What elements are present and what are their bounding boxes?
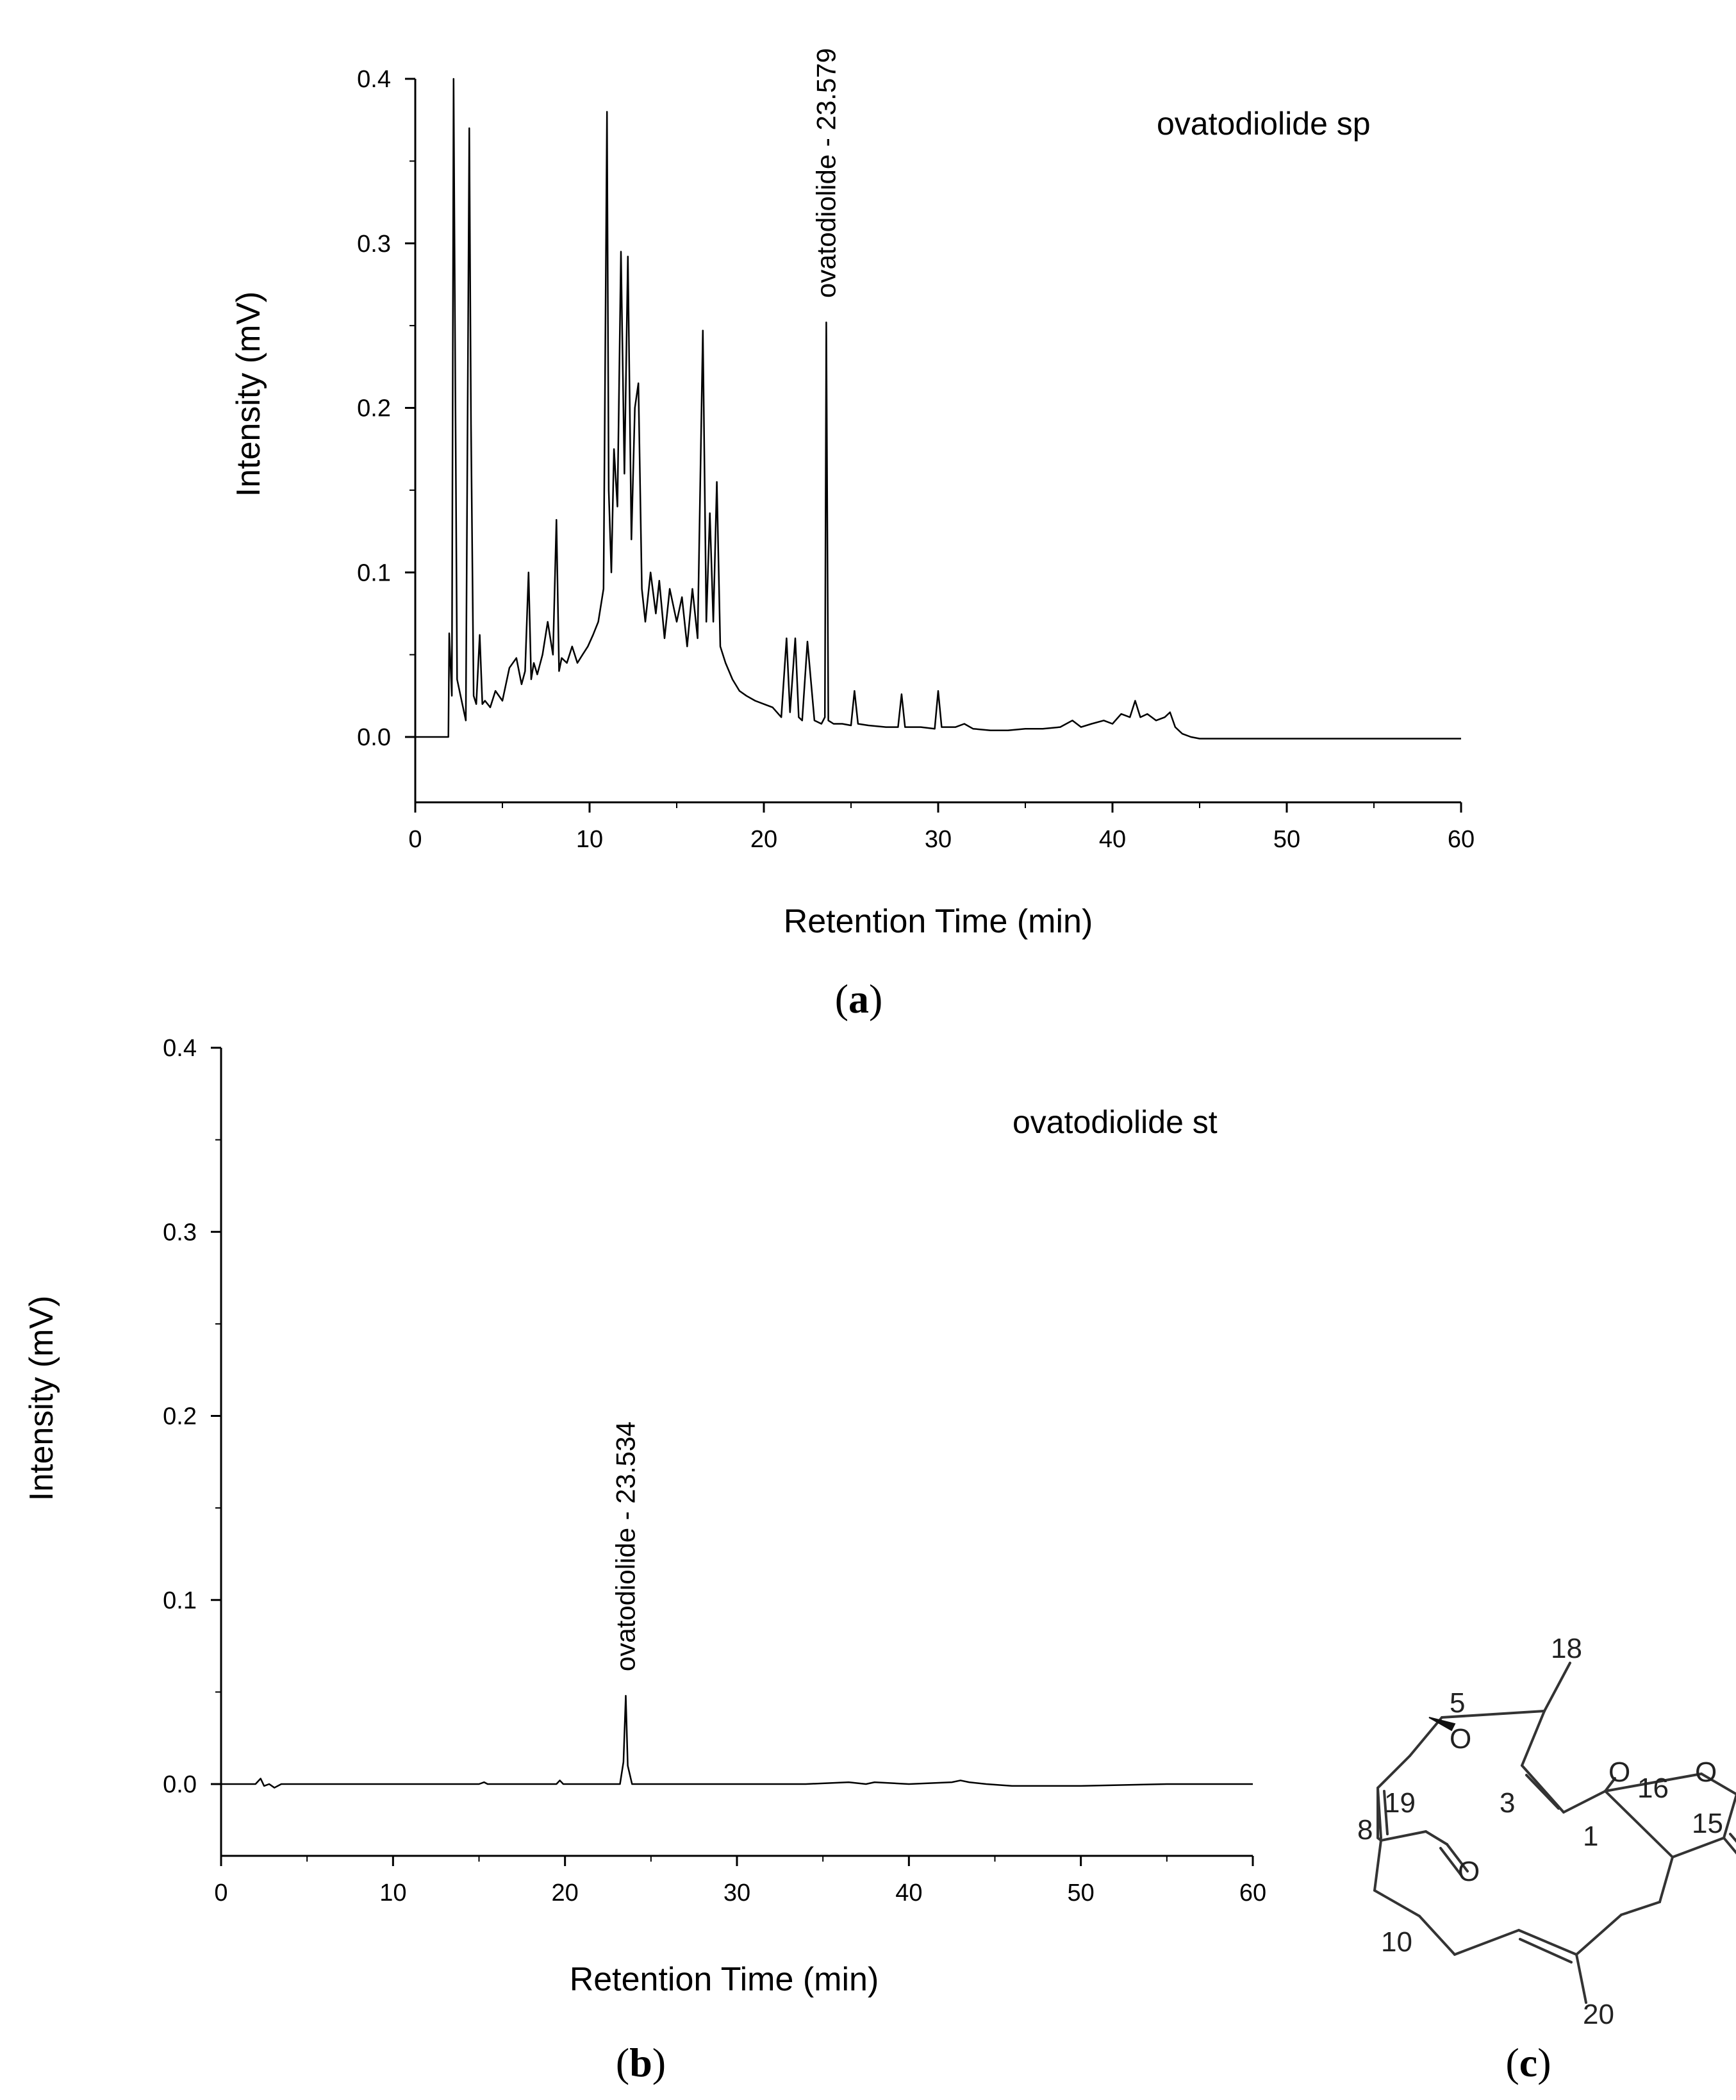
- y-tick-label-b-2: 0.2: [163, 1403, 197, 1430]
- chart-panel-b: 0.0 0.1 0.2 0.3 0.4 0 10 20 30 40 50 60 Intensity …: [23, 1035, 1266, 1998]
- panel-label-c: (c): [1505, 2040, 1551, 2085]
- peak-annotation-a: ovatodiolide - 23.579: [811, 48, 841, 298]
- y-tick-label-a-4: 0.4: [357, 66, 391, 93]
- x-tick-label-b-2: 20: [552, 1880, 579, 1906]
- atom-label-o-ring: O: [1608, 1757, 1630, 1788]
- y-axis-a: 0.0 0.1 0.2 0.3 0.4: [357, 66, 417, 802]
- x-tick-label-a-6: 60: [1448, 826, 1475, 853]
- panel-label-b: (b): [616, 2040, 666, 2085]
- atom-label-8: 8: [1357, 1814, 1373, 1846]
- panel-label-a: (a): [835, 976, 883, 1021]
- x-axis-a: 0 10 20 30 40 50 60: [408, 801, 1475, 853]
- x-tick-label-b-0: 0: [214, 1880, 227, 1906]
- y-tick-label-a-3: 0.3: [357, 231, 391, 258]
- atom-label-16: 16: [1637, 1773, 1669, 1804]
- peak-annotation-b: ovatodiolide - 23.534: [610, 1421, 640, 1671]
- x-tick-label-a-3: 30: [925, 826, 952, 853]
- x-tick-label-a-2: 20: [750, 826, 777, 853]
- x-tick-label-a-1: 10: [576, 826, 603, 853]
- chromatogram-trace-b: [221, 1694, 1253, 1789]
- chromatogram-trace-a: [415, 78, 1461, 740]
- y-tick-label-b-3: 0.3: [163, 1219, 197, 1246]
- x-tick-label-a-0: 0: [408, 826, 422, 853]
- atom-label-20: 20: [1583, 1999, 1614, 2030]
- x-tick-label-a-5: 50: [1273, 826, 1300, 853]
- atom-label-19: 19: [1384, 1787, 1416, 1819]
- y-tick-label-a-0: 0.0: [357, 724, 391, 751]
- x-axis-b: 0 10 20 30 40 50 60: [214, 1855, 1266, 1906]
- atom-label-o-carbonyl-19: O: [1458, 1856, 1480, 1887]
- atom-label-o-carbonyl-16: O: [1695, 1757, 1717, 1788]
- atom-label-15: 15: [1692, 1808, 1723, 1839]
- legend-label-a: ovatodiolide sp: [1157, 106, 1371, 142]
- chemical-structure: [1373, 1662, 1736, 2004]
- y-tick-label-b-4: 0.4: [163, 1035, 197, 1062]
- atom-label-5: 5: [1450, 1687, 1465, 1719]
- atom-label-18: 18: [1551, 1633, 1582, 1664]
- x-axis-label-b: Retention Time (min): [570, 1961, 879, 1998]
- atom-label-1: 1: [1583, 1821, 1598, 1852]
- structure-atom-labels: 18 5 O O 16 O 19 3 15 8 1 O 10 20: [1357, 1633, 1723, 2030]
- x-tick-label-b-5: 50: [1068, 1880, 1095, 1906]
- atom-label-3: 3: [1500, 1787, 1515, 1819]
- y-axis-label-b: Intensity (mV): [23, 1296, 60, 1501]
- y-axis-label-a: Intensity (mV): [230, 292, 267, 497]
- x-axis-label-a: Retention Time (min): [784, 903, 1093, 940]
- atom-label-10: 10: [1381, 1926, 1412, 1958]
- x-tick-label-b-3: 30: [723, 1880, 750, 1906]
- x-tick-label-a-4: 40: [1099, 826, 1126, 853]
- x-tick-label-b-6: 60: [1239, 1880, 1266, 1906]
- atom-label-o-lactone: O: [1450, 1723, 1471, 1755]
- x-tick-label-b-1: 10: [379, 1880, 406, 1906]
- legend-label-b: ovatodiolide st: [1013, 1104, 1218, 1140]
- x-tick-label-b-4: 40: [895, 1880, 922, 1906]
- y-axis-b: 0.0 0.1 0.2 0.3 0.4: [163, 1035, 222, 1856]
- y-tick-label-a-1: 0.1: [357, 559, 391, 586]
- chart-panel-a: 0.0 0.1 0.2 0.3 0.4 0 10 20 30 40 50 60 Intensity …: [230, 48, 1475, 940]
- y-tick-label-b-1: 0.1: [163, 1587, 197, 1614]
- y-tick-label-b-0: 0.0: [163, 1771, 197, 1798]
- y-tick-label-a-2: 0.2: [357, 395, 391, 422]
